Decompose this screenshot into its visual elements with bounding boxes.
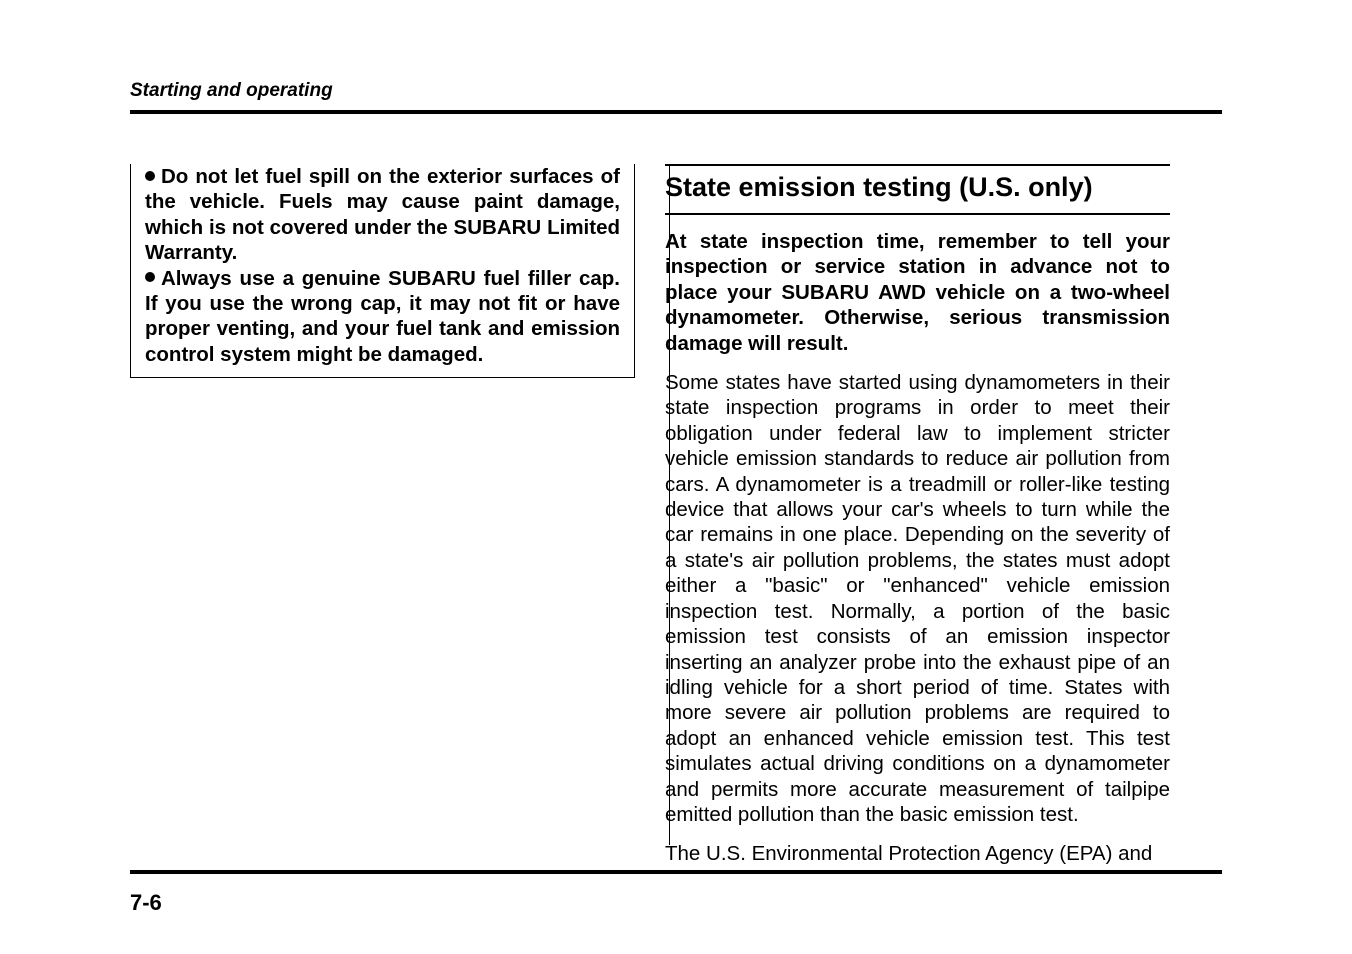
column-divider [669, 165, 670, 845]
bullet-item: Always use a genuine SUBARU fuel filler … [145, 266, 620, 368]
header-rule [130, 110, 1222, 114]
section-rule-bottom [665, 213, 1170, 215]
bullet-text: Do not let fuel spill on the exterior su… [145, 165, 620, 264]
main-content: Do not let fuel spill on the exterior su… [130, 164, 1222, 881]
bullet-icon [145, 272, 155, 282]
caution-box: Do not let fuel spill on the exterior su… [130, 164, 635, 378]
bullet-text: Always use a genuine SUBARU fuel filler … [145, 267, 620, 366]
caution-text: Do not let fuel spill on the exterior su… [145, 164, 620, 367]
bullet-item: Do not let fuel spill on the exterior su… [145, 164, 620, 266]
section-title: State emission testing (U.S. only) [665, 172, 1170, 203]
section-rule-top [665, 164, 1170, 166]
section-body-para: Some states have started using dynamomet… [665, 370, 1170, 827]
left-column: Do not let fuel spill on the exterior su… [130, 164, 635, 881]
footer-rule [130, 870, 1222, 874]
right-column: State emission testing (U.S. only) At st… [665, 164, 1170, 881]
section-tail-para: The U.S. Environmental Protection Agency… [665, 841, 1170, 866]
page-number: 7-6 [130, 890, 162, 916]
section-intro-bold: At state inspection time, remember to te… [665, 229, 1170, 356]
running-header: Starting and operating [130, 80, 1222, 102]
bullet-icon [145, 171, 155, 181]
